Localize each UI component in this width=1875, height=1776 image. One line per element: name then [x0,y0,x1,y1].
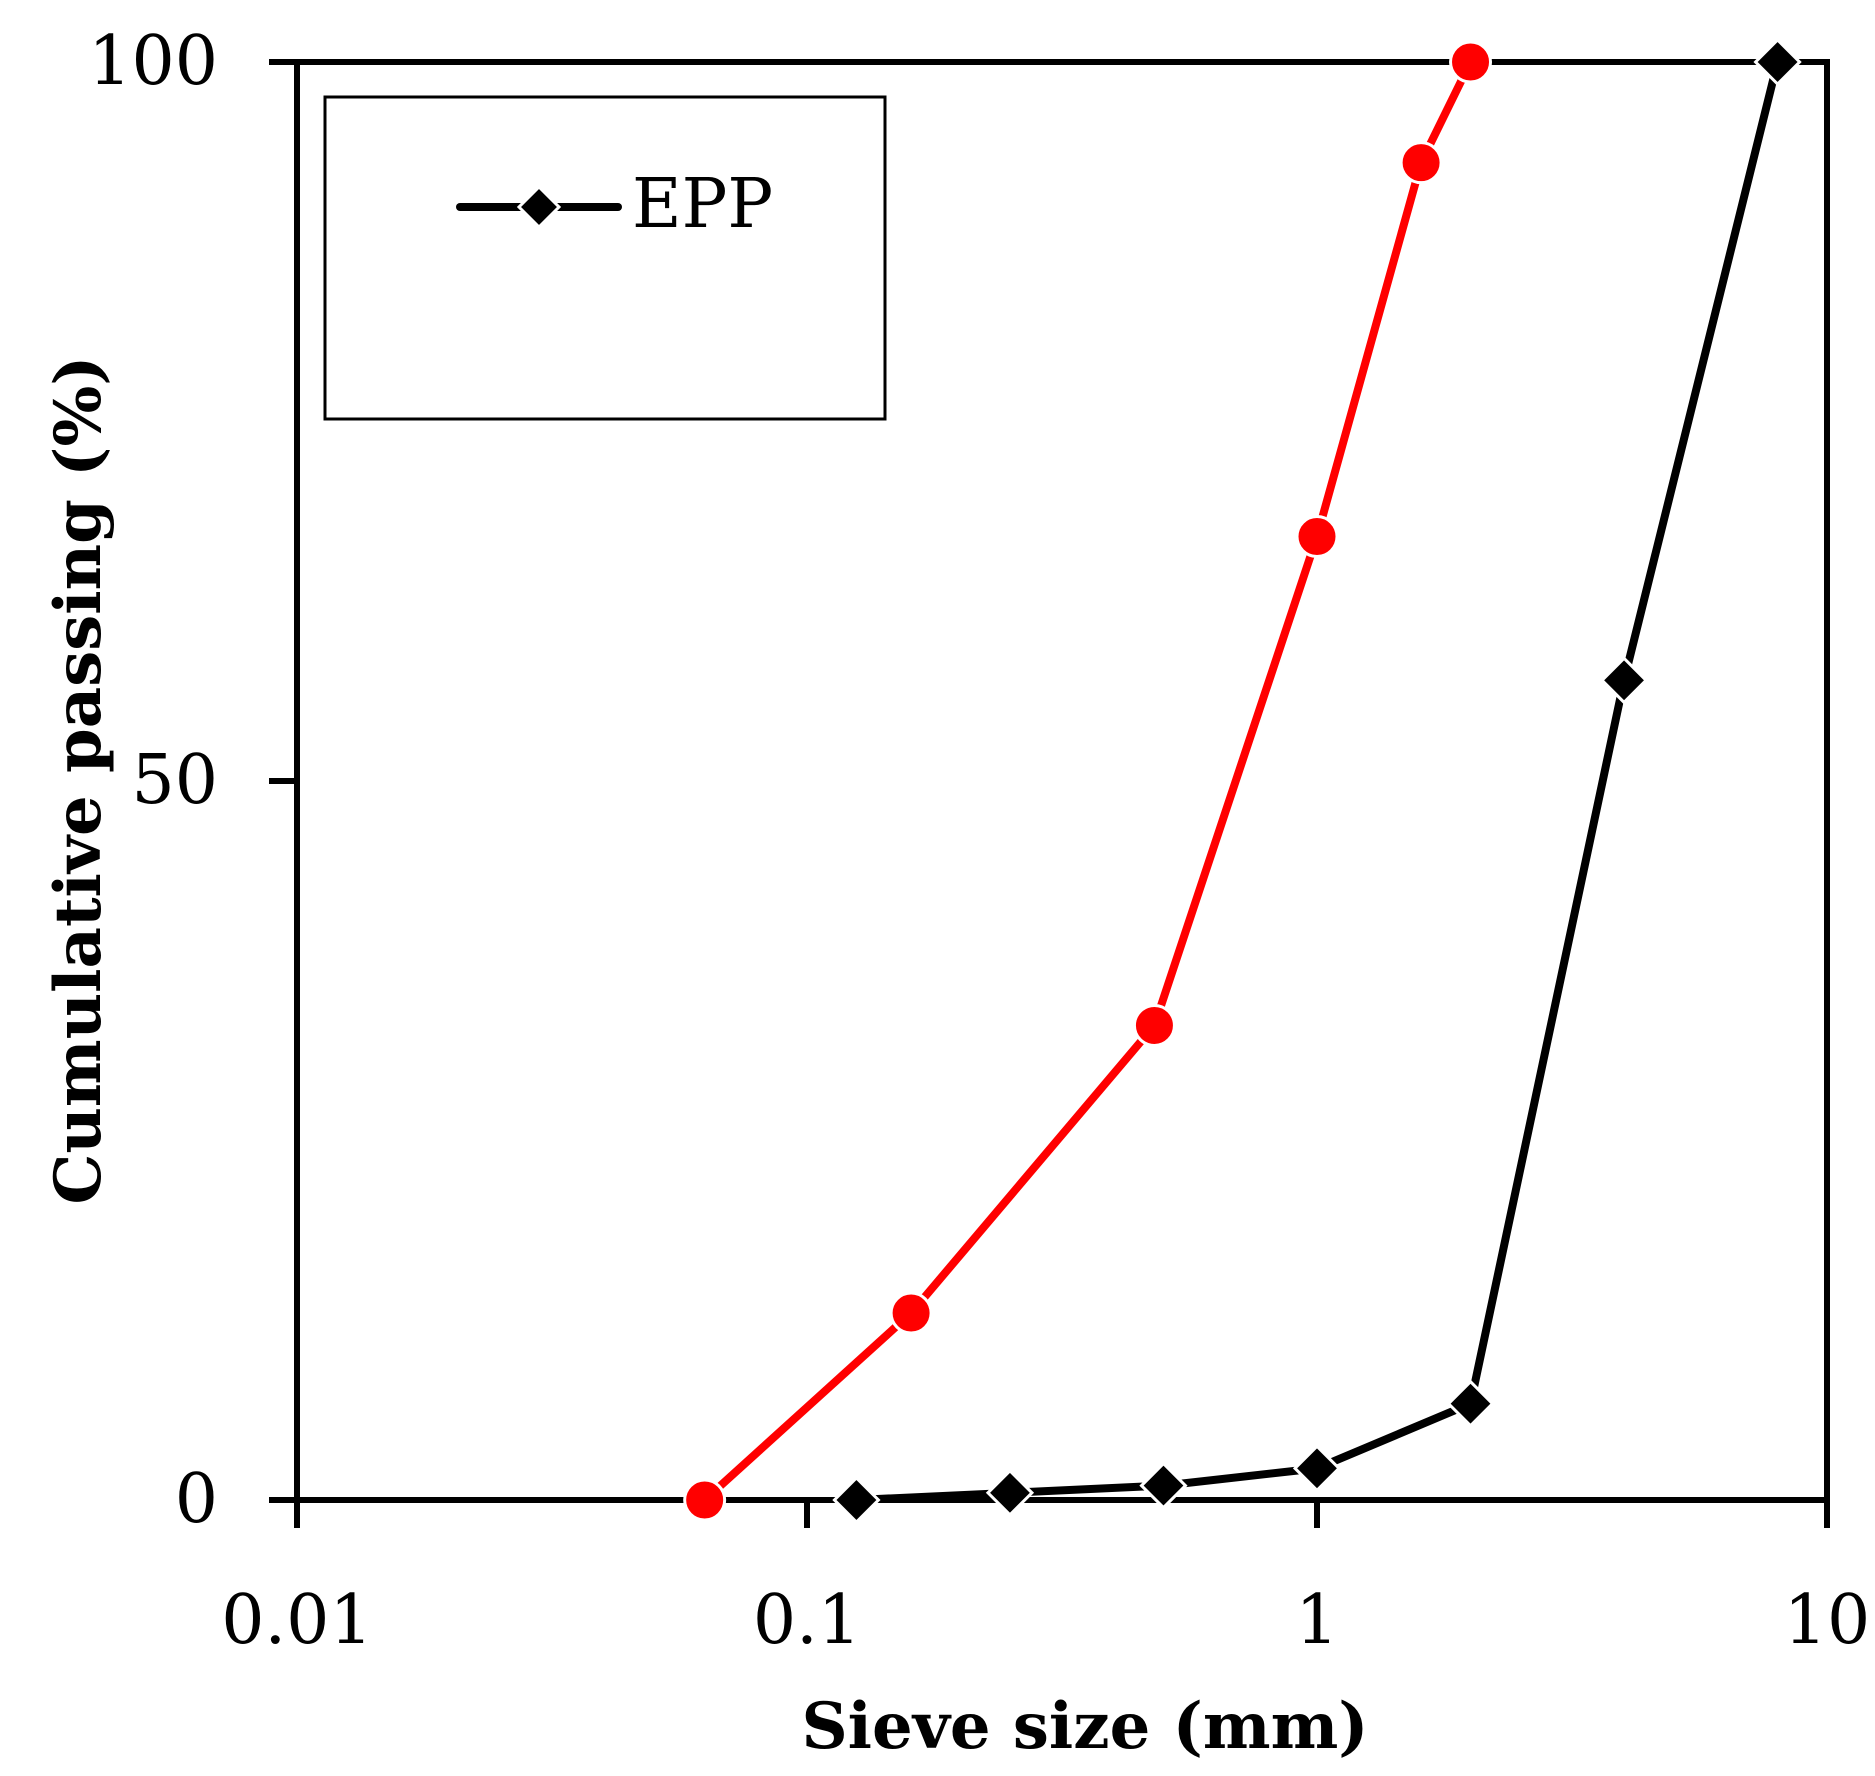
data-point-diamond [1292,1444,1342,1493]
x-tick-label: 1 [1295,1581,1338,1660]
data-point-diamond [985,1468,1035,1517]
data-point-circle [1295,515,1339,559]
y-tick-label: 50 [131,741,218,820]
x-axis-title: Sieve size (mm) [801,1689,1368,1764]
legend-diamond-marker [516,184,562,230]
legend-label-epp: EPP [632,165,773,244]
data-point-circle [1449,40,1493,84]
y-tick-label: 100 [88,22,218,101]
series-line [856,61,1782,1504]
x-tick-label: 10 [1784,1581,1871,1660]
x-tick-label: 0.1 [753,1581,861,1660]
series-red [683,40,1493,1522]
data-point-circle [683,1478,727,1522]
data-point-circle [1132,1003,1176,1047]
data-point-diamond [1753,37,1802,87]
plot-area [269,37,1830,1528]
y-tick-labels: 0 50 100 [88,22,218,1539]
data-point-diamond [1139,1461,1188,1510]
y-tick-label: 0 [175,1460,218,1539]
series-epp [832,37,1802,1525]
y-axis-title: Cumulative passing (%) [41,355,116,1204]
legend: EPP [323,95,887,421]
legend-box [323,95,887,421]
data-point-circle [1399,141,1443,185]
x-tick-labels: 0.01 0.1 1 10 [221,1581,1870,1660]
series-layer [683,37,1802,1525]
axis-ticks [269,59,1830,1528]
data-point-diamond [1599,656,1649,705]
data-point-diamond [1446,1379,1495,1428]
data-point-circle [889,1291,933,1335]
x-tick-label: 0.01 [221,1581,372,1660]
data-point-diamond [832,1475,881,1525]
